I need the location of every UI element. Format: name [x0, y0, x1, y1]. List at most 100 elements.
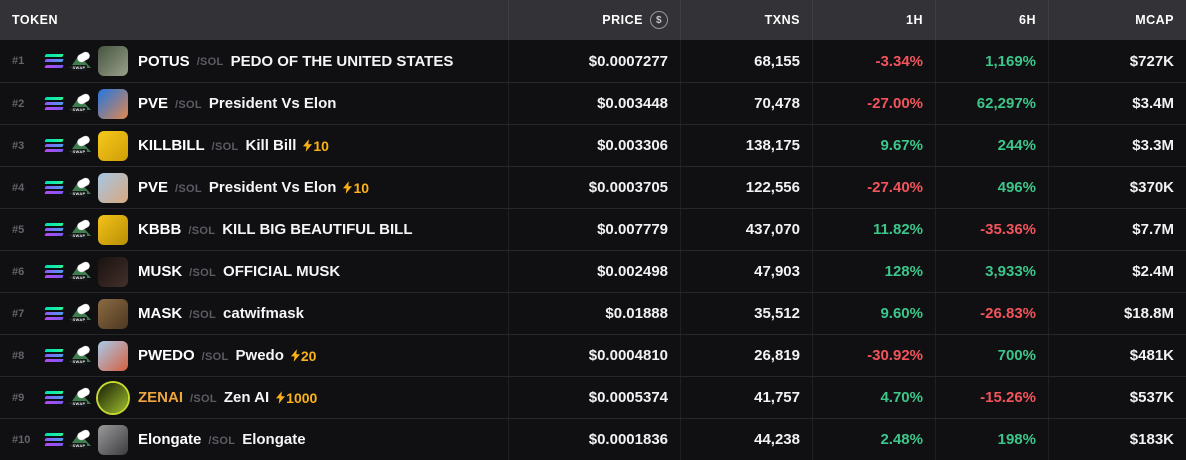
rank-label: #9 — [12, 391, 25, 404]
change-6h-cell: 700% — [935, 335, 1048, 376]
pumpswap-dex-icon: SWAP — [70, 134, 92, 155]
token-name: Pwedo — [235, 347, 284, 364]
solana-chain-icon — [44, 138, 64, 153]
table-row[interactable]: #9 SWAP ZENAI /SOL Zen AI 1000 $0.000537… — [0, 376, 1186, 418]
column-header-6h-label: 6H — [1019, 13, 1036, 27]
token-avatar — [98, 382, 128, 413]
pumpswap-dex-icon: SWAP — [70, 386, 92, 407]
lightning-bolt-icon — [343, 181, 353, 194]
token-cell: #6 SWAP MUSK /SOL OFFICIAL MUSK — [0, 251, 508, 292]
column-header-price-label: PRICE — [602, 13, 643, 27]
table-row[interactable]: #3 SWAP KILLBILL /SOL Kill Bill 10 $0.00… — [0, 124, 1186, 166]
boost-badge[interactable]: 10 — [343, 180, 369, 196]
change-6h-cell: 1,169% — [935, 40, 1048, 82]
solana-chain-icon — [44, 222, 64, 237]
token-symbol: PWEDO — [138, 347, 195, 364]
lightning-bolt-icon — [276, 391, 286, 404]
mcap-cell: $727K — [1048, 40, 1186, 82]
pumpswap-swap-label: SWAP — [71, 443, 87, 449]
pumpswap-dex-icon: SWAP — [70, 344, 92, 365]
mcap-cell: $3.4M — [1048, 83, 1186, 124]
txns-cell: 44,238 — [680, 419, 812, 460]
column-header-6h[interactable]: 6H — [935, 0, 1048, 40]
price-cell: $0.007779 — [508, 209, 680, 250]
token-quote-pair: /SOL — [188, 224, 216, 237]
token-name: KILL BIG BEAUTIFUL BILL — [222, 221, 413, 238]
table-row[interactable]: #6 SWAP MUSK /SOL OFFICIAL MUSK $0.00249… — [0, 250, 1186, 292]
lightning-bolt-icon — [303, 139, 313, 152]
solana-chain-icon — [44, 348, 64, 363]
token-symbol: KILLBILL — [138, 137, 205, 154]
column-header-token[interactable]: TOKEN — [0, 0, 508, 40]
rank-label: #4 — [12, 181, 25, 194]
token-symbol: Elongate — [138, 431, 202, 448]
solana-chain-icon — [44, 432, 64, 447]
change-1h-cell: -30.92% — [812, 335, 935, 376]
change-1h-cell: -3.34% — [812, 40, 935, 82]
rank-label: #1 — [12, 55, 25, 67]
price-cell: $0.0001836 — [508, 419, 680, 460]
pumpswap-swap-label: SWAP — [71, 107, 87, 113]
change-1h-cell: 11.82% — [812, 209, 935, 250]
change-6h-cell: 244% — [935, 125, 1048, 166]
column-header-txns[interactable]: TXNS — [680, 0, 812, 40]
table-row[interactable]: #4 SWAP PVE /SOL President Vs Elon 10 $0… — [0, 166, 1186, 208]
txns-cell: 35,512 — [680, 293, 812, 334]
token-name: Elongate — [242, 431, 306, 448]
column-header-1h-label: 1H — [906, 13, 923, 27]
pumpswap-swap-label: SWAP — [71, 317, 87, 323]
pumpswap-swap-label: SWAP — [71, 64, 87, 71]
token-cell: #3 SWAP KILLBILL /SOL Kill Bill 10 — [0, 125, 508, 166]
column-header-price[interactable]: PRICE $ — [508, 0, 680, 40]
boost-badge[interactable]: 20 — [290, 348, 316, 364]
rank-label: #3 — [12, 139, 25, 152]
txns-cell: 122,556 — [680, 167, 812, 208]
solana-chain-icon — [44, 264, 64, 279]
mcap-cell: $481K — [1048, 335, 1186, 376]
boost-badge[interactable]: 1000 — [276, 390, 317, 406]
table-body: #1 SWAP POTUS /SOL PEDO OF THE UNITED ST… — [0, 40, 1186, 460]
token-cell: #10 SWAP Elongate /SOL Elongate — [0, 419, 508, 460]
token-avatar — [98, 256, 128, 287]
price-cell: $0.0005374 — [508, 377, 680, 418]
pumpswap-swap-label: SWAP — [71, 275, 87, 281]
token-quote-pair: /SOL — [208, 434, 236, 447]
change-1h-cell: -27.00% — [812, 83, 935, 124]
token-cell: #5 SWAP KBBB /SOL KILL BIG BEAUTIFUL BIL… — [0, 209, 508, 250]
table-row[interactable]: #7 SWAP MASK /SOL catwifmask $0.01888 35… — [0, 292, 1186, 334]
token-symbol: MASK — [138, 305, 183, 322]
column-header-mcap[interactable]: MCAP — [1048, 0, 1186, 40]
solana-chain-icon — [44, 96, 64, 111]
mcap-cell: $370K — [1048, 167, 1186, 208]
table-row[interactable]: #8 SWAP PWEDO /SOL Pwedo 20 $0.0004810 2… — [0, 334, 1186, 376]
table-row[interactable]: #10 SWAP Elongate /SOL Elongate $0.00018… — [0, 418, 1186, 460]
price-cell: $0.002498 — [508, 251, 680, 292]
txns-cell: 41,757 — [680, 377, 812, 418]
txns-cell: 138,175 — [680, 125, 812, 166]
table-row[interactable]: #2 SWAP PVE /SOL President Vs Elon $0.00… — [0, 82, 1186, 124]
token-quote-pair: /SOL — [175, 182, 202, 195]
token-quote-pair: /SOL — [190, 392, 217, 405]
pumpswap-swap-label: SWAP — [71, 191, 87, 197]
rank-label: #7 — [12, 307, 25, 320]
token-name: President Vs Elon — [208, 95, 337, 112]
change-6h-cell: -15.26% — [935, 377, 1048, 418]
table-row[interactable]: #5 SWAP KBBB /SOL KILL BIG BEAUTIFUL BIL… — [0, 208, 1186, 250]
table-header: TOKEN PRICE $ TXNS 1H 6H MCAP — [0, 0, 1186, 40]
dollar-circle-icon[interactable]: $ — [650, 11, 668, 29]
token-name: PEDO OF THE UNITED STATES — [230, 52, 454, 70]
boost-badge[interactable]: 10 — [303, 138, 329, 154]
token-avatar — [98, 130, 128, 161]
token-name: Kill Bill — [245, 137, 297, 154]
column-header-1h[interactable]: 1H — [812, 0, 935, 40]
pumpswap-dex-icon: SWAP — [70, 302, 92, 323]
solana-chain-icon — [44, 180, 64, 195]
token-symbol: ZENAI — [138, 389, 183, 406]
table-row[interactable]: #1 SWAP POTUS /SOL PEDO OF THE UNITED ST… — [0, 40, 1186, 82]
token-avatar — [98, 172, 128, 203]
change-6h-cell: 3,933% — [935, 251, 1048, 292]
change-6h-cell: 496% — [935, 167, 1048, 208]
boost-amount: 10 — [353, 179, 370, 196]
token-avatar — [98, 88, 128, 119]
change-1h-cell: -27.40% — [812, 167, 935, 208]
